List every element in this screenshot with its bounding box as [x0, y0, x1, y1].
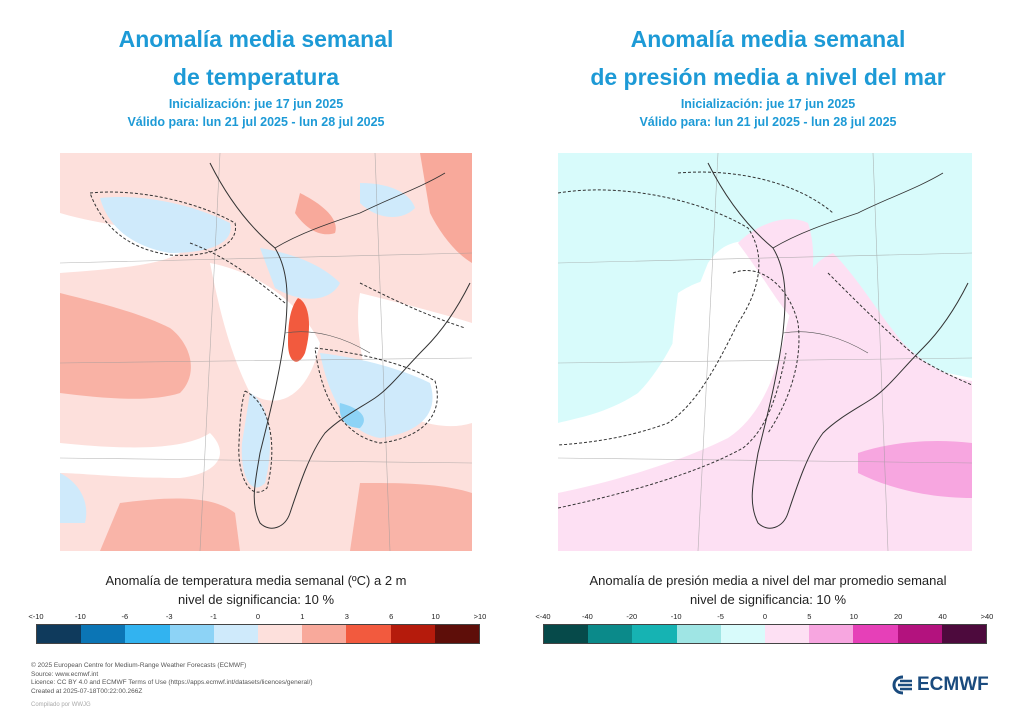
- pressure-colorbar-tick-label: -10: [670, 612, 682, 621]
- temperature-caption: Anomalía de temperatura media semanal (º…: [0, 571, 512, 609]
- temperature-colorbar-swatch: [81, 625, 126, 643]
- compiled-by: Compilado por WWJG: [31, 702, 91, 708]
- pressure-title-line2: de presión media a nivel del mar: [590, 64, 946, 90]
- temperature-colorbar-tick-label: 10: [431, 612, 440, 621]
- pressure-title: Anomalía media semanal de presión media …: [512, 20, 1024, 96]
- pressure-colorbar-swatch: [853, 625, 898, 643]
- pressure-colorbar-swatch: [544, 625, 589, 643]
- temperature-title-line2: de temperatura: [172, 64, 340, 90]
- pressure-colorbar-tick-label: -40: [581, 612, 593, 621]
- pressure-colorbar-tick-label: <-40: [535, 612, 551, 621]
- pressure-colorbar-ticks: <-40 -40 -20 -10 -5 0 5 10 20 40 >40: [535, 612, 993, 624]
- temperature-colorbar-swatch: [213, 625, 259, 643]
- copyright-footer: © 2025 European Centre for Medium-Range …: [31, 662, 313, 696]
- pressure-colorbar-tick-label: -5: [717, 612, 724, 621]
- temperature-colorbar-swatch: [125, 625, 170, 643]
- temperature-colorbar-tick-label: -6: [121, 612, 129, 621]
- temperature-colorbar-tick-label: 1: [300, 612, 305, 621]
- pressure-colorbar-tick-label: 10: [849, 612, 858, 621]
- pressure-colorbar-swatch: [941, 625, 987, 643]
- temperature-colorbar-tick-label: 3: [344, 612, 349, 621]
- temperature-colorbar-ticks: <-10 -10 -6 -3 -1 0 1 3 6 10 >10: [28, 612, 486, 624]
- pressure-anomaly-map: [558, 153, 972, 551]
- pressure-colorbar-tick-label: 20: [894, 612, 903, 621]
- temperature-caption-line2: nivel de significancia: 10 %: [177, 592, 335, 607]
- pressure-colorbar-tick-label: 40: [938, 612, 947, 621]
- pressure-caption-line2: nivel de significancia: 10 %: [689, 592, 847, 607]
- temperature-colorbar-swatch: [37, 625, 82, 643]
- temperature-anomaly-map: [60, 153, 472, 551]
- ecmwf-logo-text: ECMWF: [917, 674, 989, 695]
- pressure-colorbar-tick-label: 0: [762, 612, 768, 621]
- temperature-valid-range: Válido para: lun 21 jul 2025 - lun 28 ju…: [127, 115, 385, 129]
- temperature-title-line1: Anomalía media semanal: [118, 26, 394, 52]
- temperature-colorbar-tick-label: 6: [389, 612, 394, 621]
- pressure-colorbar-swatch: [897, 625, 942, 643]
- pressure-colorbar-tick-label: -20: [626, 612, 638, 621]
- pressure-caption-line1: Anomalía de presión media a nivel del ma…: [589, 573, 947, 588]
- pressure-colorbar-swatch: [588, 625, 633, 643]
- pressure-colorbar: [543, 624, 987, 644]
- temperature-colorbar-tick-label: <-10: [28, 612, 44, 621]
- pressure-caption: Anomalía de presión media a nivel del ma…: [512, 571, 1024, 609]
- temperature-colorbar-swatch: [346, 625, 391, 643]
- pressure-colorbar-swatch: [720, 625, 766, 643]
- temperature-title: Anomalía media semanal de temperatura: [0, 20, 512, 96]
- footer-licence: Licence: CC BY 4.0 and ECMWF Terms of Us…: [31, 679, 313, 686]
- temperature-colorbar-swatch: [302, 625, 347, 643]
- temperature-panel: Anomalía media semanal de temperatura In…: [0, 0, 512, 650]
- temperature-caption-line1: Anomalía de temperatura media semanal (º…: [105, 573, 407, 588]
- temperature-init-date: Inicialización: jue 17 jun 2025: [168, 97, 344, 111]
- pressure-colorbar-tick-label: 5: [807, 612, 812, 621]
- pressure-colorbar-swatch: [632, 625, 677, 643]
- temperature-colorbar-tick-label: -3: [165, 612, 173, 621]
- temperature-colorbar-swatch: [169, 625, 214, 643]
- pressure-panel: Anomalía media semanal de presión media …: [512, 0, 1024, 650]
- pressure-colorbar-swatch: [765, 625, 810, 643]
- temperature-colorbar-swatch: [390, 625, 435, 643]
- temperature-colorbar: [36, 624, 480, 644]
- pressure-colorbar-swatch: [809, 625, 854, 643]
- footer-copyright: © 2025 European Centre for Medium-Range …: [31, 662, 247, 669]
- temperature-subtitle: Inicialización: jue 17 jun 2025 Válido p…: [0, 95, 512, 131]
- pressure-init-date: Inicialización: jue 17 jun 2025: [680, 97, 856, 111]
- pressure-colorbar-tick-label: >40: [980, 612, 994, 621]
- pressure-title-line1: Anomalía media semanal: [630, 26, 906, 52]
- ecmwf-logo-icon: [892, 675, 912, 695]
- pressure-valid-range: Válido para: lun 21 jul 2025 - lun 28 ju…: [639, 115, 897, 129]
- temperature-colorbar-tick-label: -10: [74, 612, 86, 621]
- temperature-colorbar-tick-label: >10: [473, 612, 487, 621]
- pressure-subtitle: Inicialización: jue 17 jun 2025 Válido p…: [512, 95, 1024, 131]
- temperature-colorbar-swatch: [434, 625, 480, 643]
- temperature-colorbar-tick-label: 0: [255, 612, 261, 621]
- footer-source: Source: www.ecmwf.int: [31, 670, 99, 678]
- footer-created: Created at 2025-07-18T00:22:00.266Z: [31, 687, 143, 695]
- temperature-colorbar-tick-label: -1: [210, 612, 217, 621]
- ecmwf-logo: ECMWF: [892, 674, 989, 696]
- pressure-colorbar-swatch: [676, 625, 721, 643]
- temperature-colorbar-swatch: [258, 625, 303, 643]
